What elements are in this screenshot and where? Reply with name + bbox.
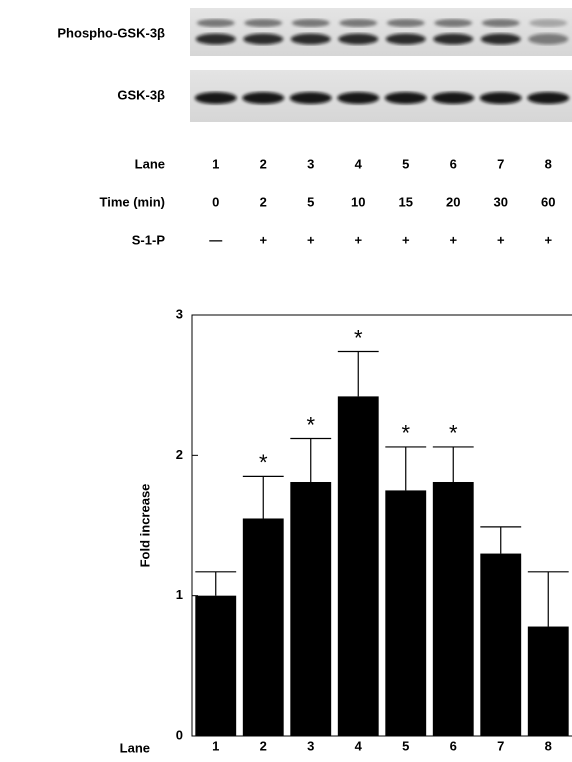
band [480, 92, 522, 104]
cell: 5 [402, 156, 409, 171]
x-tick-label: 1 [212, 738, 219, 753]
band [339, 19, 377, 27]
band [337, 92, 379, 104]
row-label: Lane [135, 156, 165, 171]
band [481, 34, 521, 45]
cell: + [544, 232, 552, 247]
cell: 0 [212, 194, 219, 209]
significance-mark: * [354, 325, 363, 350]
band [434, 19, 472, 27]
x-axis-label: Lane [120, 740, 150, 755]
cell: 6 [450, 156, 457, 171]
band [242, 92, 284, 104]
page: { "blot": {"rows": ["Phospho-GSK-3β", "G… [0, 0, 572, 762]
cell: 2 [260, 194, 267, 209]
cell: + [497, 232, 505, 247]
x-tick-label: 5 [402, 738, 409, 753]
band [385, 92, 427, 104]
y-tick-label: 2 [176, 447, 183, 462]
band [386, 34, 426, 45]
error-bar [338, 351, 379, 396]
cell: 8 [545, 156, 552, 171]
cell: 4 [355, 156, 363, 171]
chart: 0 1 2 3 Fold increase Lane 1 * 2 * 3 * 4 * 5 * 6 7 8 [120, 306, 572, 755]
bar [243, 518, 284, 736]
band [290, 92, 332, 104]
band [338, 34, 378, 45]
cell: + [449, 232, 457, 247]
y-tick-label: 1 [176, 587, 183, 602]
cell: + [307, 232, 315, 247]
cell: 10 [351, 194, 365, 209]
error-bar [195, 572, 236, 596]
y-axis-label: Fold increase [137, 484, 152, 568]
band [433, 34, 473, 45]
error-bar [290, 438, 331, 482]
row-label: Time (min) [100, 194, 166, 209]
cell: — [209, 232, 222, 247]
band [291, 34, 331, 45]
cell: 20 [446, 194, 460, 209]
cell: 30 [494, 194, 508, 209]
bar [338, 396, 379, 736]
x-tick-label: 3 [307, 738, 314, 753]
significance-mark: * [401, 421, 410, 446]
band [387, 19, 425, 27]
bar [480, 554, 521, 736]
bar [290, 482, 331, 736]
cell: + [402, 232, 410, 247]
error-bar [433, 447, 474, 482]
blot-label: Phospho-GSK-3β [57, 25, 165, 40]
error-bar [528, 572, 569, 627]
error-bar [480, 527, 521, 554]
band [432, 92, 474, 104]
error-bar [385, 447, 426, 491]
blot-label: GSK-3β [117, 87, 165, 102]
bar [433, 482, 474, 736]
cell: + [354, 232, 362, 247]
lane-table: Lane 1 2 3 4 5 6 7 8 Time (min) 0 2 5 10 15 20 30 60 S-1-P… [100, 156, 556, 247]
error-bar [243, 476, 284, 518]
band [196, 34, 236, 45]
band [292, 19, 330, 27]
y-tick-label: 0 [176, 727, 183, 742]
band [529, 19, 567, 27]
row-label: S-1-P [132, 232, 166, 247]
cell: 15 [399, 194, 413, 209]
cell: 5 [307, 194, 314, 209]
significance-mark: * [306, 412, 315, 437]
cell: + [259, 232, 267, 247]
band [244, 19, 282, 27]
band [527, 92, 569, 104]
blot-panel [190, 8, 572, 56]
bar [385, 490, 426, 736]
x-tick-label: 2 [260, 738, 267, 753]
bar [528, 627, 569, 736]
y-tick-label: 3 [176, 306, 183, 321]
bar [195, 596, 236, 736]
x-tick-label: 4 [355, 738, 363, 753]
cell: 60 [541, 194, 555, 209]
figure: Phospho-GSK-3β GSK-3β Lane 1 2 3 4 5 6 7 8 Time (… [0, 0, 572, 762]
band [197, 19, 235, 27]
cell: 7 [497, 156, 504, 171]
cell: 3 [307, 156, 314, 171]
cell: 1 [212, 156, 219, 171]
band [482, 19, 520, 27]
cell: 2 [260, 156, 267, 171]
x-tick-label: 8 [545, 738, 552, 753]
x-tick-label: 6 [450, 738, 457, 753]
band [195, 92, 237, 104]
band [243, 34, 283, 45]
band [528, 34, 568, 45]
x-tick-label: 7 [497, 738, 504, 753]
significance-mark: * [259, 450, 268, 475]
significance-mark: * [449, 421, 458, 446]
